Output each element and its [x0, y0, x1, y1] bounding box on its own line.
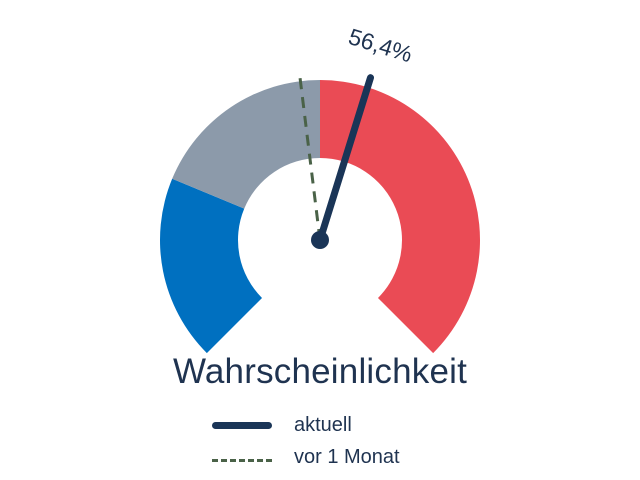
needle-previous: [298, 75, 322, 241]
legend-item-aktuell: aktuell: [212, 410, 472, 442]
gauge-needles: [298, 74, 374, 249]
legend-label: aktuell: [294, 414, 352, 436]
needle-value-label: 56,4%: [346, 23, 416, 67]
legend-swatch-dashed: [212, 459, 272, 462]
legend: aktuell vor 1 Monat: [212, 410, 472, 474]
gauge-segment-2: [172, 80, 320, 209]
chart-title: Wahrscheinlichkeit: [172, 352, 468, 391]
legend-label: vor 1 Monat: [294, 446, 400, 468]
gauge-labels: 56,4%: [346, 23, 416, 67]
gauge-segment-3: [320, 80, 480, 354]
needle-hub: [311, 231, 329, 249]
legend-swatch-solid: [212, 422, 272, 429]
gauge-segment-1: [160, 178, 263, 354]
legend-item-vor-1-monat: vor 1 Monat: [212, 442, 472, 474]
gauge-segments: [160, 80, 480, 354]
needle-current: [316, 74, 374, 244]
